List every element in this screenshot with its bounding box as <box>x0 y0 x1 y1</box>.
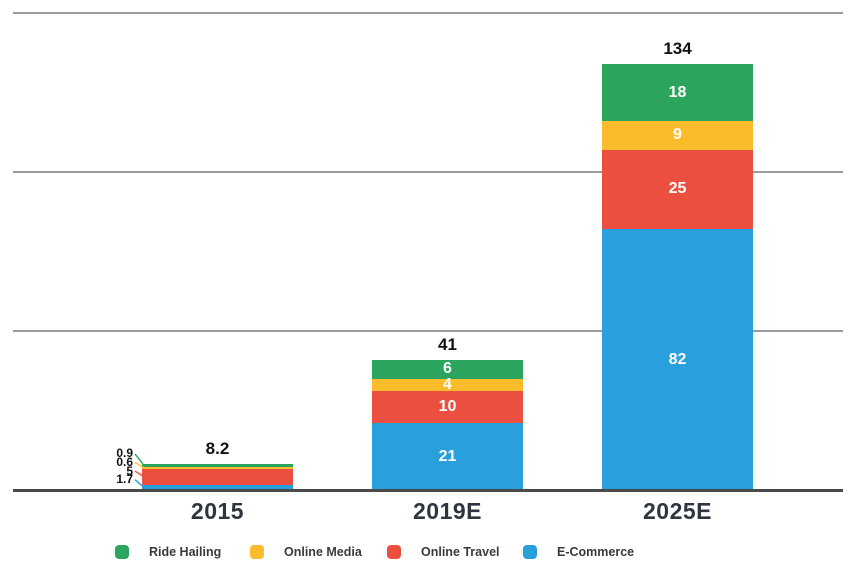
gridline-100 <box>13 171 843 173</box>
segment-value-label: 9 <box>673 126 682 144</box>
segment-value-label: 25 <box>668 180 687 198</box>
category-label-2015: 2015 <box>190 498 245 524</box>
x-axis-line <box>13 489 843 492</box>
legend-item-ride-hailing: Ride Hailing <box>115 545 221 559</box>
gridline-50 <box>13 330 843 332</box>
bar-segment-2015-online-media <box>142 466 293 469</box>
legend-swatch-icon <box>115 545 129 559</box>
bar-total-label: 134 <box>663 38 692 58</box>
legend-item-online-travel: Online Travel <box>387 545 500 559</box>
legend-swatch-icon <box>250 545 264 559</box>
category-label-2019E: 2019E <box>412 498 482 524</box>
segment-value-label: 6 <box>443 360 452 378</box>
bar-segment-2019E-e-commerce <box>372 423 523 490</box>
segment-value-label: 21 <box>438 447 457 465</box>
segment-value-label: 82 <box>668 350 687 368</box>
gridline-150 <box>13 12 843 14</box>
legend-label: Ride Hailing <box>149 545 222 559</box>
legend-swatch-icon <box>523 545 537 559</box>
bar-segment-2025E-online-travel <box>602 149 753 230</box>
bar-segment-2015-ride-hailing <box>142 463 293 467</box>
bar-segment-2025E-e-commerce <box>602 229 753 490</box>
bar-segment-2025E-ride-hailing <box>602 63 753 122</box>
segment-value-label: 10 <box>438 398 457 416</box>
segment-value-label: 4 <box>443 376 452 394</box>
bar-total-label: 8.2 <box>205 438 230 458</box>
small-value-label-e-commerce: 1.7 <box>116 472 133 487</box>
legend-item-online-media: Online Media <box>250 545 362 559</box>
legend-label: E-Commerce <box>557 545 635 559</box>
legend-swatch-icon <box>387 545 401 559</box>
small-value-label-online-travel: 5 <box>126 463 133 478</box>
bar-segment-2019E-online-media <box>372 378 523 392</box>
bar-segment-2015-online-travel <box>142 468 293 485</box>
legend-item-e-commerce: E-Commerce <box>523 545 634 559</box>
legend-label: Online Travel <box>421 545 500 559</box>
bar-segment-2015-e-commerce <box>142 484 293 490</box>
bar-segment-2019E-ride-hailing <box>372 359 523 379</box>
small-value-label-online-media: 0.6 <box>116 455 133 470</box>
bar-segment-2019E-online-travel <box>372 391 523 424</box>
small-value-label-ride-hailing: 0.9 <box>116 446 133 461</box>
bar-total-label: 41 <box>438 334 457 354</box>
bar-segment-2025E-online-media <box>602 121 753 150</box>
legend-label: Online Media <box>284 545 362 559</box>
category-label-2025E: 2025E <box>642 498 712 524</box>
segment-value-label: 18 <box>668 83 687 101</box>
